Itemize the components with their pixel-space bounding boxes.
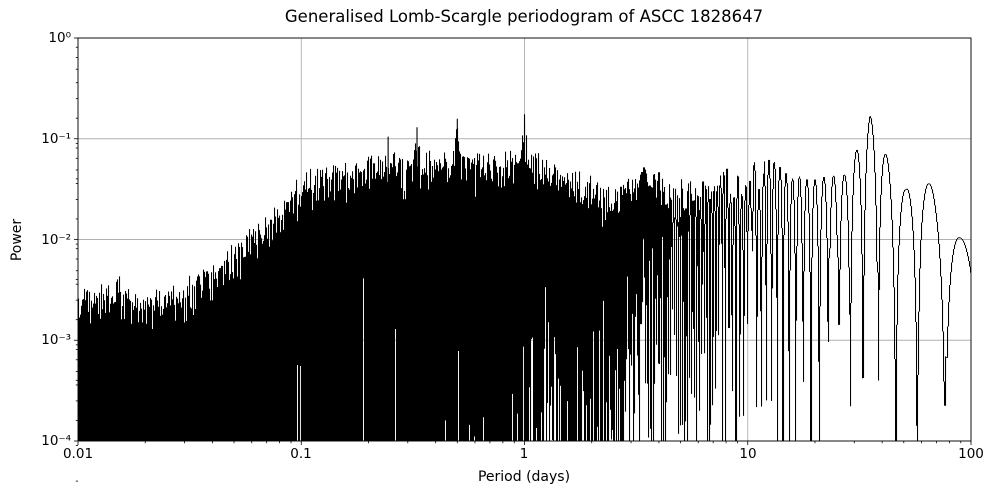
x-tick-label: 0.01 — [62, 446, 94, 462]
y-tick-label: 10⁻¹ — [41, 130, 71, 147]
y-tick-label: 10⁰ — [48, 30, 71, 46]
x-tick-label: 10 — [739, 446, 757, 462]
x-axis-label: Period (days) — [477, 469, 571, 485]
y-tick-label: 10⁻⁴ — [41, 433, 71, 449]
chart-title: Generalised Lomb-Scargle periodogram of … — [284, 7, 764, 26]
x-tick-label: 1 — [519, 446, 529, 462]
y-tick-label: 10⁻² — [41, 231, 71, 248]
x-tick-label: 100 — [958, 446, 984, 462]
x-tick-label: 0.1 — [290, 446, 312, 462]
y-tick-label: 10⁻³ — [41, 332, 71, 349]
